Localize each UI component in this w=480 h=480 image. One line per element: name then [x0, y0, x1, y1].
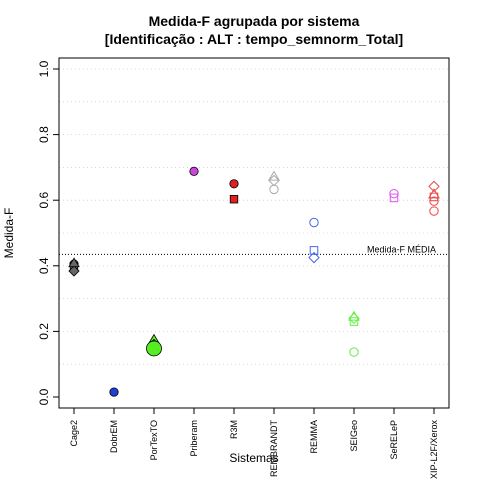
- data-point-triangle: [268, 170, 280, 181]
- data-point-circle: [429, 206, 439, 216]
- x-category-label: XIP-L2F/Xerox: [429, 420, 439, 480]
- data-point-diamond: [308, 251, 320, 264]
- x-axis-title: Sistemas: [229, 451, 278, 465]
- data-point-triangle: [68, 257, 80, 268]
- data-point-circle: [229, 179, 239, 189]
- data-point-circle: [349, 347, 359, 357]
- data-point-square: [349, 317, 359, 326]
- y-tick-label: 0.0: [37, 388, 51, 405]
- y-axis: 0.0 0.2 0.4 0.6 0.8 1.0: [37, 60, 59, 405]
- y-axis-title: Medida-F: [2, 208, 16, 259]
- data-point-square: [429, 192, 439, 202]
- data-point-square: [229, 195, 239, 204]
- x-axis: Cage2 DobrEM PorTexTO Priberam R3M REMBRANDT R…: [69, 408, 439, 479]
- y-tick-label: 0.6: [37, 192, 51, 209]
- y-tick-label: 0.4: [37, 257, 51, 274]
- data-point-square: [389, 193, 399, 203]
- y-tick-label: 0.2: [37, 323, 51, 340]
- x-category-label: DobrEM: [109, 420, 119, 453]
- data-point-diamond: [348, 312, 360, 325]
- data-point-diamond: [428, 180, 440, 193]
- chart-title-line2: [Identificação : ALT : tempo_semnorm_Tot…: [105, 31, 403, 47]
- data-point-diamond: [68, 265, 80, 277]
- y-tick-label: 1.0: [37, 60, 51, 77]
- x-category-label: SEIGeo: [349, 420, 359, 452]
- x-category-label: Priberam: [189, 420, 199, 457]
- mean-reference-label: Medida-F MÉDIA: [367, 244, 436, 254]
- chart-title-line1: Medida-F agrupada por sistema: [149, 13, 360, 29]
- data-points: [68, 166, 440, 397]
- reference-line-group: Medida-F MÉDIA: [59, 244, 449, 255]
- data-point-circle: [269, 184, 279, 195]
- data-point-circle: [429, 196, 439, 206]
- x-category-label: SeRELeP: [389, 420, 399, 460]
- x-category-label: REMMA: [309, 420, 319, 454]
- x-category-label: REMBRANDT: [269, 420, 279, 478]
- data-point-square: [309, 246, 319, 255]
- data-point-circle: [146, 340, 162, 357]
- data-point-circle: [189, 166, 199, 176]
- x-category-label: PorTexTO: [149, 420, 159, 460]
- x-category-label: Cage2: [69, 420, 79, 447]
- y-tick-label: 0.8: [37, 126, 51, 143]
- gridlines: [59, 68, 449, 365]
- data-point-circle: [109, 387, 119, 397]
- plot-frame: [58, 57, 450, 409]
- x-category-label: R3M: [229, 420, 239, 439]
- data-point-circle: [309, 217, 319, 228]
